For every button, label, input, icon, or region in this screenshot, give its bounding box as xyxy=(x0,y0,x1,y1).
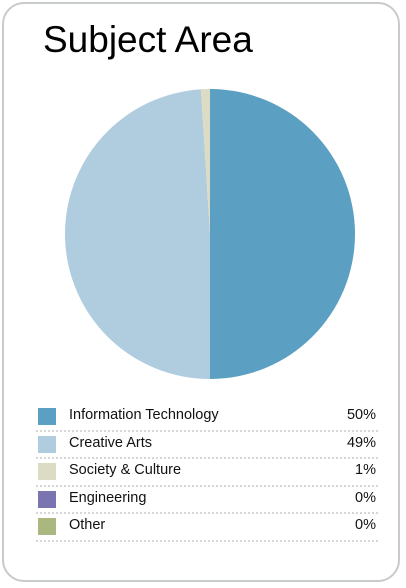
legend-item: Society & Culture 1% xyxy=(36,459,378,487)
legend-label: Other xyxy=(69,517,106,533)
chart-title: Subject Area xyxy=(43,19,253,60)
legend-swatch-creative-arts xyxy=(38,435,56,453)
legend-value: 49% xyxy=(346,434,376,451)
legend-swatch-society-culture xyxy=(38,463,56,480)
legend-item: Engineering 0% xyxy=(36,487,378,514)
legend-item: Other 0% xyxy=(36,514,378,542)
legend-swatch-engineering xyxy=(38,490,56,508)
pie-slice-information-technology xyxy=(210,89,355,379)
legend-label: Creative Arts xyxy=(69,434,152,451)
legend-swatch-other xyxy=(38,518,56,535)
pie-slice-creative-arts xyxy=(64,89,210,379)
legend-item: Creative Arts 49% xyxy=(36,432,378,459)
legend: Information Technology 50% Creative Arts… xyxy=(36,404,378,542)
legend-item: Information Technology 50% xyxy=(36,404,378,432)
legend-value: 0% xyxy=(355,489,376,506)
subject-area-card: Subject Area Information Technology 50% … xyxy=(2,2,400,582)
legend-value: 1% xyxy=(355,462,376,478)
legend-value: 0% xyxy=(355,517,376,533)
pie-chart xyxy=(64,89,355,379)
legend-swatch-information-technology xyxy=(38,408,56,425)
legend-label: Information Technology xyxy=(69,407,219,423)
legend-value: 50% xyxy=(346,407,376,423)
pie-slices xyxy=(64,89,355,379)
pie-slice-society-culture xyxy=(200,89,210,234)
legend-label: Society & Culture xyxy=(69,462,182,478)
legend-label: Engineering xyxy=(69,489,147,506)
